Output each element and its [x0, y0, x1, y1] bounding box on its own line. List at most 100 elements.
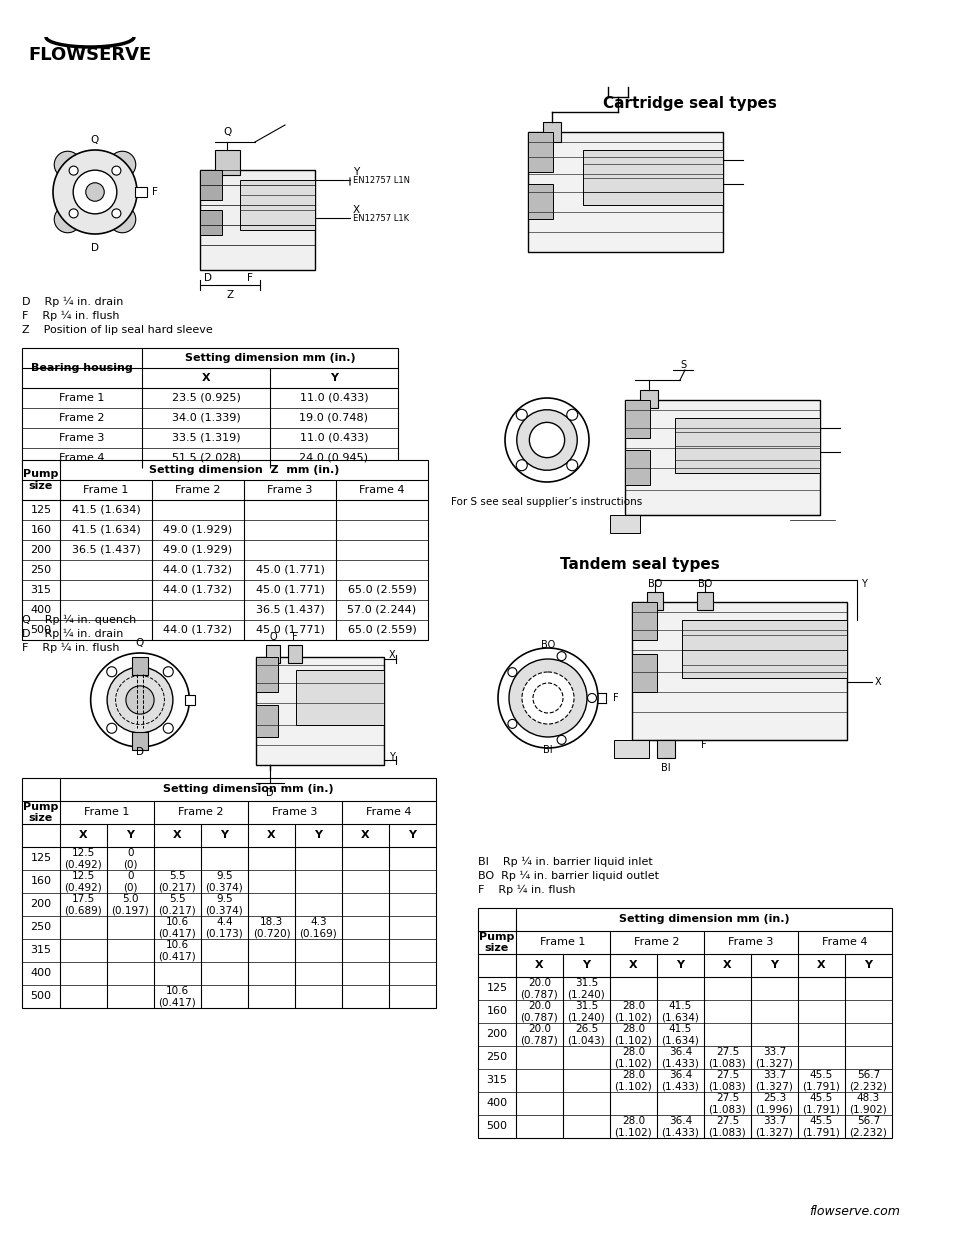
- Text: F: F: [700, 740, 706, 750]
- Text: D: D: [266, 788, 274, 798]
- Text: 56.7
(2.232): 56.7 (2.232): [849, 1115, 886, 1137]
- Text: FLOWSERVE: FLOWSERVE: [29, 46, 152, 64]
- Text: X: X: [817, 961, 825, 971]
- Text: F    Rp ¼ in. flush: F Rp ¼ in. flush: [22, 311, 119, 321]
- Text: Y: Y: [408, 830, 416, 841]
- Text: 10.6
(0.417): 10.6 (0.417): [158, 916, 196, 939]
- Text: Frame 2: Frame 2: [59, 412, 105, 424]
- Text: Y: Y: [330, 373, 337, 383]
- Circle shape: [73, 170, 116, 214]
- Text: 23.5 (0.925): 23.5 (0.925): [172, 393, 240, 403]
- Text: D: D: [136, 747, 144, 757]
- Text: Pump
size: Pump size: [23, 802, 59, 824]
- Text: 20.0
(0.787): 20.0 (0.787): [520, 978, 558, 999]
- Text: F: F: [292, 632, 297, 642]
- Text: F    Rp ¼ in. flush: F Rp ¼ in. flush: [22, 643, 119, 653]
- Text: 31.5
(1.240): 31.5 (1.240): [567, 1000, 605, 1023]
- Circle shape: [587, 694, 596, 703]
- Bar: [681, 620, 846, 678]
- Text: D: D: [91, 243, 99, 253]
- Circle shape: [163, 667, 173, 677]
- Text: 5.5
(0.217): 5.5 (0.217): [158, 894, 196, 915]
- Text: Frame 3: Frame 3: [727, 937, 773, 947]
- Text: Q    Rp ¼ in. quench: Q Rp ¼ in. quench: [22, 615, 136, 625]
- Circle shape: [504, 398, 588, 482]
- Bar: [200, 170, 314, 270]
- Bar: [614, 740, 648, 758]
- Circle shape: [107, 724, 116, 734]
- Text: 28.0
(1.102): 28.0 (1.102): [614, 1115, 652, 1137]
- Bar: [631, 655, 657, 692]
- Bar: [255, 657, 277, 692]
- Text: 10.6
(0.417): 10.6 (0.417): [158, 940, 196, 961]
- Text: 49.0 (1.929): 49.0 (1.929): [163, 545, 233, 555]
- Text: X: X: [201, 373, 210, 383]
- Text: 33.7
(1.327): 33.7 (1.327): [755, 1070, 793, 1092]
- Bar: [240, 180, 314, 230]
- Text: 27.5
(1.083): 27.5 (1.083): [708, 1093, 745, 1114]
- Text: 48.3
(1.902): 48.3 (1.902): [849, 1093, 886, 1114]
- Bar: [675, 417, 820, 473]
- Text: 125: 125: [30, 505, 51, 515]
- Text: 160: 160: [486, 1007, 507, 1016]
- Text: 20.0
(0.787): 20.0 (0.787): [520, 1024, 558, 1045]
- Text: EN12757 L1N: EN12757 L1N: [353, 175, 410, 184]
- Text: BI: BI: [542, 745, 552, 755]
- Text: Frame 1: Frame 1: [59, 393, 105, 403]
- Text: Cartridge seal types: Cartridge seal types: [602, 95, 776, 110]
- Text: 160: 160: [30, 877, 51, 887]
- Bar: [200, 170, 222, 200]
- Text: 25.3
(1.996): 25.3 (1.996): [755, 1093, 793, 1114]
- Text: X: X: [79, 830, 88, 841]
- Circle shape: [507, 719, 517, 729]
- Bar: [477, 908, 891, 1137]
- Text: 200: 200: [30, 545, 51, 555]
- Text: BO: BO: [647, 579, 661, 589]
- Text: Frame 3: Frame 3: [272, 808, 317, 818]
- Text: BO: BO: [540, 640, 555, 650]
- Bar: [22, 778, 436, 1008]
- Text: 12.5
(0.492): 12.5 (0.492): [65, 871, 102, 893]
- Text: Bearing housing: Bearing housing: [31, 363, 132, 373]
- Text: 0
(0): 0 (0): [123, 871, 137, 893]
- Text: Frame 3: Frame 3: [59, 433, 105, 443]
- Text: 65.0 (2.559): 65.0 (2.559): [347, 585, 416, 595]
- Text: 41.5 (1.634): 41.5 (1.634): [71, 505, 140, 515]
- Text: F    Rp ¼ in. flush: F Rp ¼ in. flush: [477, 885, 575, 895]
- Bar: [132, 657, 148, 674]
- Text: Z    Position of lip seal hard sleeve: Z Position of lip seal hard sleeve: [22, 325, 213, 335]
- Text: 44.0 (1.732): 44.0 (1.732): [163, 564, 233, 576]
- Text: 500: 500: [30, 992, 51, 1002]
- Text: 5.0
(0.197): 5.0 (0.197): [112, 894, 150, 915]
- Text: 125: 125: [486, 983, 507, 993]
- Text: 28.0
(1.102): 28.0 (1.102): [614, 1047, 652, 1068]
- Circle shape: [517, 410, 577, 471]
- Text: Y: Y: [582, 961, 590, 971]
- Text: 44.0 (1.732): 44.0 (1.732): [163, 585, 233, 595]
- Text: 200: 200: [30, 899, 51, 909]
- Text: 400: 400: [30, 968, 51, 978]
- Circle shape: [69, 167, 78, 175]
- Text: 27.5
(1.083): 27.5 (1.083): [708, 1047, 745, 1068]
- Text: flowserve.com: flowserve.com: [808, 1205, 899, 1219]
- Text: 45.5
(1.791): 45.5 (1.791): [801, 1070, 840, 1092]
- Text: Frame 3: Frame 3: [267, 485, 313, 495]
- Text: D: D: [204, 273, 212, 283]
- Text: 5.5
(0.217): 5.5 (0.217): [158, 871, 196, 893]
- Text: Frame 4: Frame 4: [821, 937, 867, 947]
- Text: 315: 315: [30, 946, 51, 956]
- Text: 28.0
(1.102): 28.0 (1.102): [614, 1070, 652, 1092]
- Bar: [266, 645, 280, 663]
- Circle shape: [516, 459, 527, 471]
- Bar: [624, 400, 820, 515]
- Text: Q: Q: [135, 638, 144, 648]
- Circle shape: [112, 167, 121, 175]
- Text: Frame 1: Frame 1: [84, 808, 130, 818]
- Text: 41.5
(1.634): 41.5 (1.634): [660, 1000, 699, 1023]
- Text: 27.5
(1.083): 27.5 (1.083): [708, 1115, 745, 1137]
- Text: Frame 2: Frame 2: [175, 485, 220, 495]
- Circle shape: [497, 648, 598, 748]
- Text: 36.5 (1.437): 36.5 (1.437): [255, 605, 324, 615]
- Bar: [214, 149, 240, 175]
- Text: 49.0 (1.929): 49.0 (1.929): [163, 525, 233, 535]
